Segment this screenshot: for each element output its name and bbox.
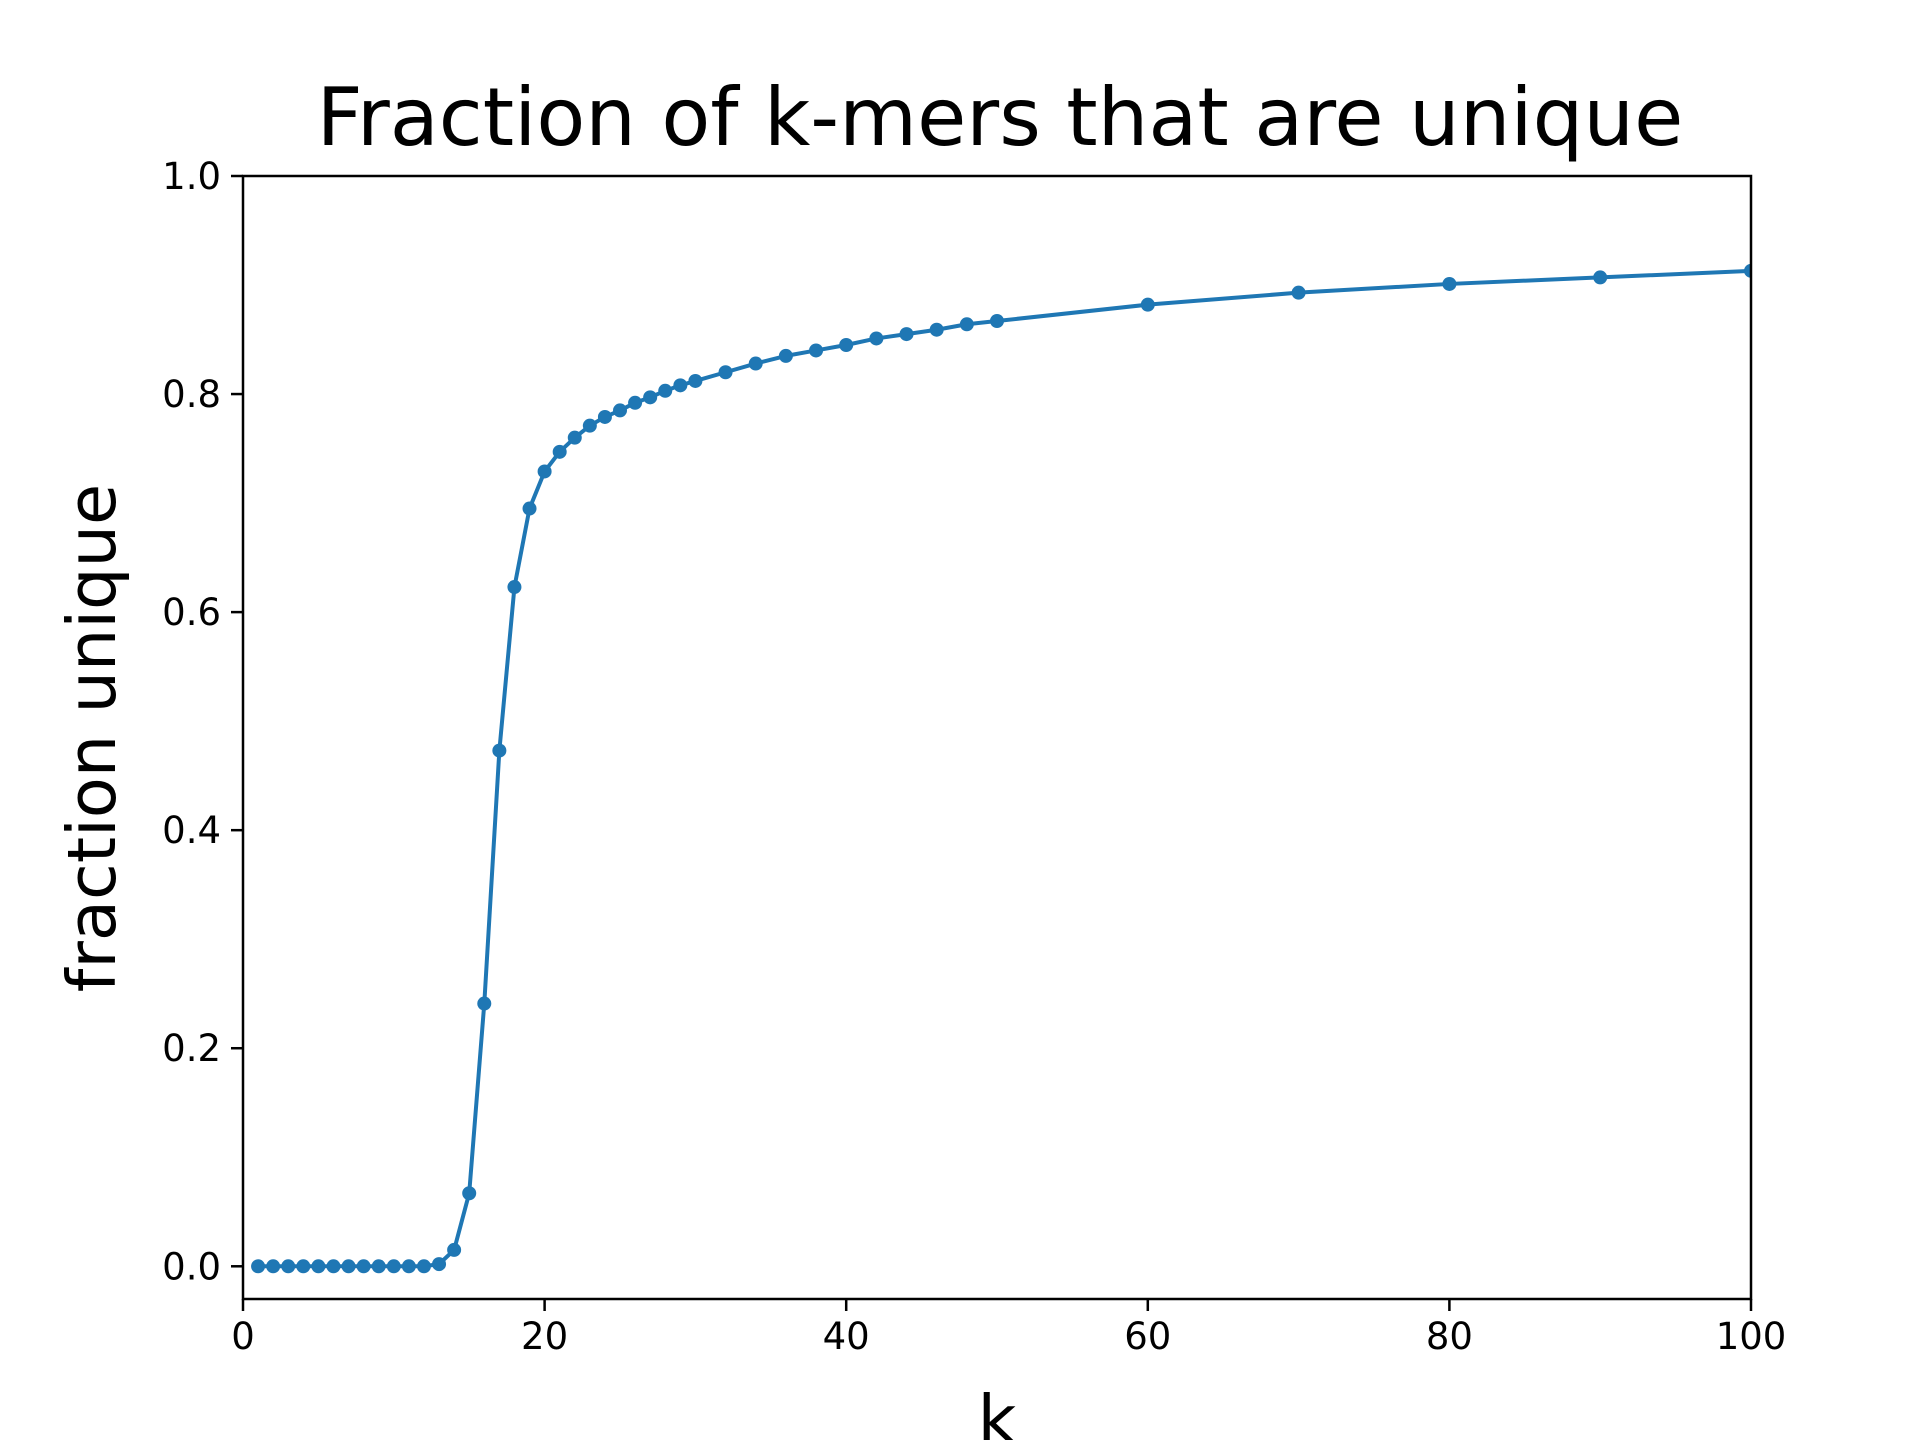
data-point <box>281 1259 296 1274</box>
data-point <box>537 464 552 479</box>
data-point <box>477 996 492 1011</box>
series-group <box>251 263 1751 1274</box>
data-point <box>673 378 688 393</box>
data-point <box>1442 276 1457 291</box>
data-point <box>447 1242 462 1257</box>
data-point <box>990 314 1004 329</box>
data-point <box>507 580 522 595</box>
data-point <box>462 1186 477 1201</box>
data-point <box>718 365 733 380</box>
plot-area <box>251 263 1751 1274</box>
chart-title: Fraction of k-mers that are unique <box>317 71 1684 164</box>
data-point <box>311 1259 326 1274</box>
data-point <box>251 1259 266 1274</box>
data-point <box>326 1259 341 1274</box>
data-point <box>869 331 884 346</box>
data-point <box>567 430 582 445</box>
y-tick-label: 1.0 <box>162 155 221 198</box>
data-point <box>522 501 537 516</box>
x-tick-label: 100 <box>1716 1315 1787 1358</box>
y-axis-label: fraction unique <box>53 484 131 992</box>
data-point <box>628 395 643 410</box>
data-point <box>613 403 627 418</box>
data-point <box>416 1259 431 1274</box>
data-point <box>809 343 824 358</box>
x-tick-label: 80 <box>1426 1315 1473 1358</box>
data-point <box>959 317 974 332</box>
data-point <box>386 1259 401 1274</box>
data-point <box>582 418 597 433</box>
x-tick-label: 60 <box>1124 1315 1171 1358</box>
data-point <box>643 390 658 405</box>
data-point <box>432 1257 447 1272</box>
data-point <box>839 337 854 352</box>
x-axis-label: k <box>978 1381 1017 1440</box>
data-point <box>492 743 507 758</box>
x-axis: 0 20 40 60 80 100 <box>231 1299 1786 1358</box>
data-point <box>778 348 793 363</box>
data-point <box>1593 270 1608 285</box>
series-line <box>256 268 1751 1269</box>
y-tick-label: 0.4 <box>162 809 221 852</box>
y-tick-label: 0.6 <box>162 591 221 634</box>
data-point <box>1744 263 1751 278</box>
data-point <box>552 444 567 459</box>
y-tick-label: 0.0 <box>162 1245 221 1288</box>
data-point <box>371 1259 386 1274</box>
data-point <box>748 356 763 371</box>
y-tick-label: 0.8 <box>162 373 221 416</box>
x-tick-label: 20 <box>521 1315 568 1358</box>
data-point <box>597 409 612 424</box>
plot-frame <box>241 174 1753 1301</box>
data-point <box>356 1259 371 1274</box>
x-tick-label: 0 <box>231 1315 255 1358</box>
data-point <box>688 373 703 388</box>
data-point <box>1291 285 1306 300</box>
data-point <box>929 322 944 337</box>
y-axis: 0.0 0.2 0.4 0.6 0.8 1.0 <box>162 155 243 1288</box>
y-tick-label: 0.2 <box>162 1027 221 1070</box>
data-point <box>899 327 914 342</box>
data-point <box>658 383 673 398</box>
data-point <box>266 1259 281 1274</box>
data-point <box>296 1259 311 1274</box>
x-tick-label: 40 <box>823 1315 870 1358</box>
data-point <box>1140 297 1155 312</box>
data-point <box>401 1259 416 1274</box>
data-point <box>341 1259 356 1274</box>
